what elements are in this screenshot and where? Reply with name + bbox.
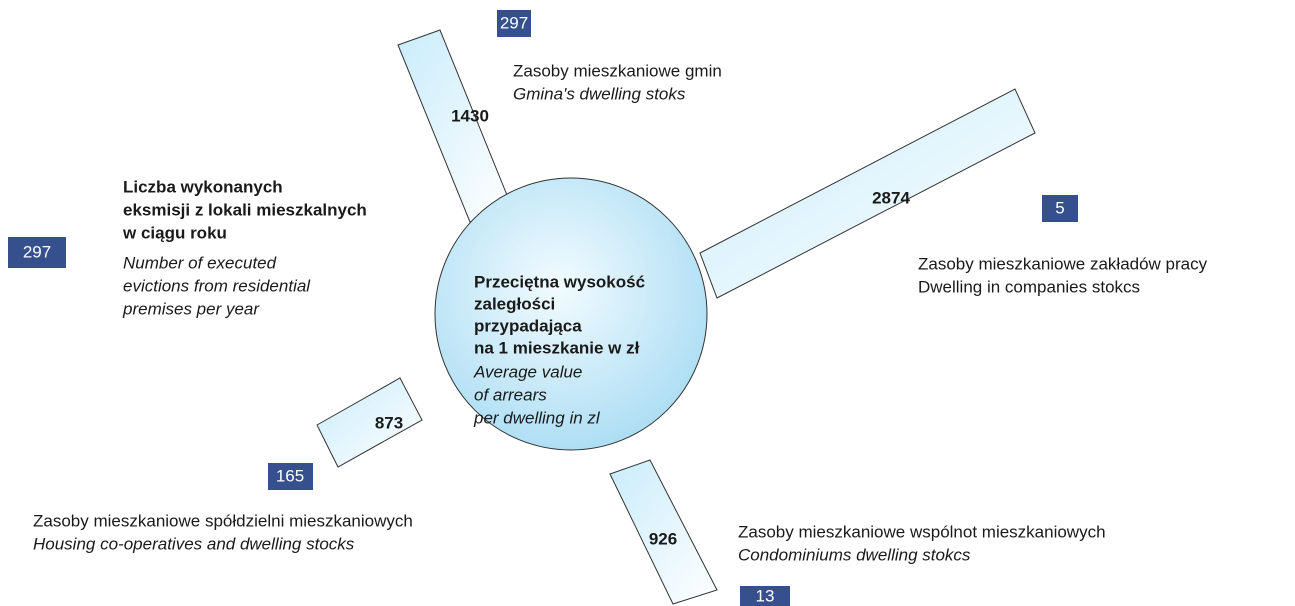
- center-circle: [434, 177, 708, 451]
- center-text: Przeciętna wysokość zaległości przypadaj…: [473, 272, 645, 427]
- bar-condominiums: [609, 459, 718, 605]
- label: Number of executed: [123, 253, 277, 272]
- label: Zasoby mieszkaniowe wspólnot mieszkaniow…: [738, 522, 1106, 541]
- center-line: zaległości: [474, 294, 555, 313]
- label-en: Housing co-operatives and dwelling stock…: [33, 534, 355, 553]
- label: evictions from residential: [123, 276, 311, 295]
- center-line: of arrears: [474, 385, 547, 404]
- label: w ciągu roku: [122, 223, 227, 242]
- count: 165: [276, 466, 304, 485]
- center-line: per dwelling in zl: [473, 408, 601, 427]
- center-line: Average value: [473, 362, 582, 381]
- center-line: przypadająca: [474, 316, 582, 335]
- count: 13: [756, 586, 775, 605]
- branch-companies: 5 2874 Zasoby mieszkaniowe zakładów prac…: [872, 188, 1208, 296]
- count: 5: [1055, 198, 1064, 217]
- count-box: [8, 237, 66, 268]
- bar-cooperatives: [316, 377, 423, 468]
- label-en: Condominiums dwelling stokcs: [738, 545, 971, 564]
- center-line: na 1 mieszkanie w zł: [474, 338, 640, 357]
- count-box: [740, 586, 790, 606]
- label: Zasoby mieszkaniowe gmin: [513, 61, 722, 80]
- value: 873: [375, 413, 403, 432]
- branch-gmina: 297 1430 Zasoby mieszkaniowe gmin Gmina'…: [451, 10, 722, 125]
- bar-gmina: [397, 29, 512, 223]
- label-en: Dwelling in companies stokcs: [918, 277, 1140, 296]
- label-en: Gmina's dwelling stoks: [513, 84, 686, 103]
- evictions: 297 Liczba wykonanych eksmisji z lokali …: [8, 177, 367, 318]
- label: eksmisji z lokali mieszkalnych: [123, 200, 367, 219]
- label: premises per year: [122, 299, 260, 318]
- value: 926: [649, 529, 677, 548]
- count: 297: [23, 242, 51, 261]
- center-line: Przeciętna wysokość: [474, 272, 645, 291]
- count-box: [497, 10, 531, 37]
- bar-companies: [699, 88, 1036, 299]
- label: Liczba wykonanych: [123, 177, 283, 196]
- branch-condominiums: 13 926 Zasoby mieszkaniowe wspólnot mies…: [649, 522, 1106, 606]
- count-box: [1042, 195, 1078, 222]
- branch-cooperatives: 165 873 Zasoby mieszkaniowe spółdzielni …: [33, 413, 413, 553]
- value: 2874: [872, 188, 910, 207]
- value: 1430: [451, 106, 489, 125]
- count: 297: [500, 13, 528, 32]
- label: Zasoby mieszkaniowe spółdzielni mieszkan…: [33, 511, 413, 530]
- count-box: [268, 463, 313, 490]
- label: Zasoby mieszkaniowe zakładów pracy: [918, 254, 1208, 273]
